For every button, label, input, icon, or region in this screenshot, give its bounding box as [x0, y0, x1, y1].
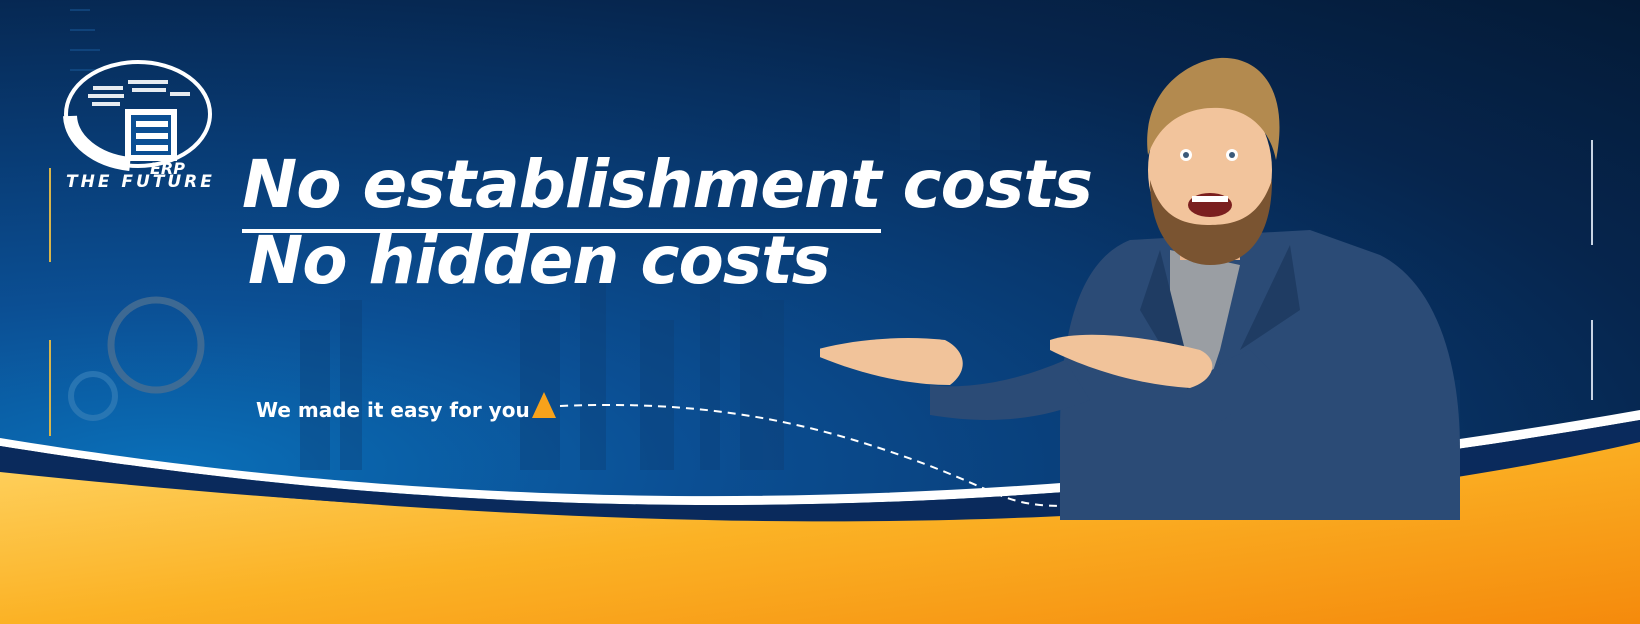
- presenter-person: [820, 57, 1460, 520]
- logo-text: THE FUTURE: [66, 172, 215, 192]
- headline-line-1: No establishment costs: [242, 146, 1093, 233]
- globe-logo-icon: ERP: [63, 60, 212, 178]
- tagline: We made it easy for you: [256, 398, 530, 422]
- headline-underlined: No establishment: [242, 146, 882, 233]
- headline-line-2: No hidden costs: [248, 222, 831, 299]
- erp-badge: ERP: [150, 159, 185, 178]
- headline-rest: costs: [880, 146, 1094, 223]
